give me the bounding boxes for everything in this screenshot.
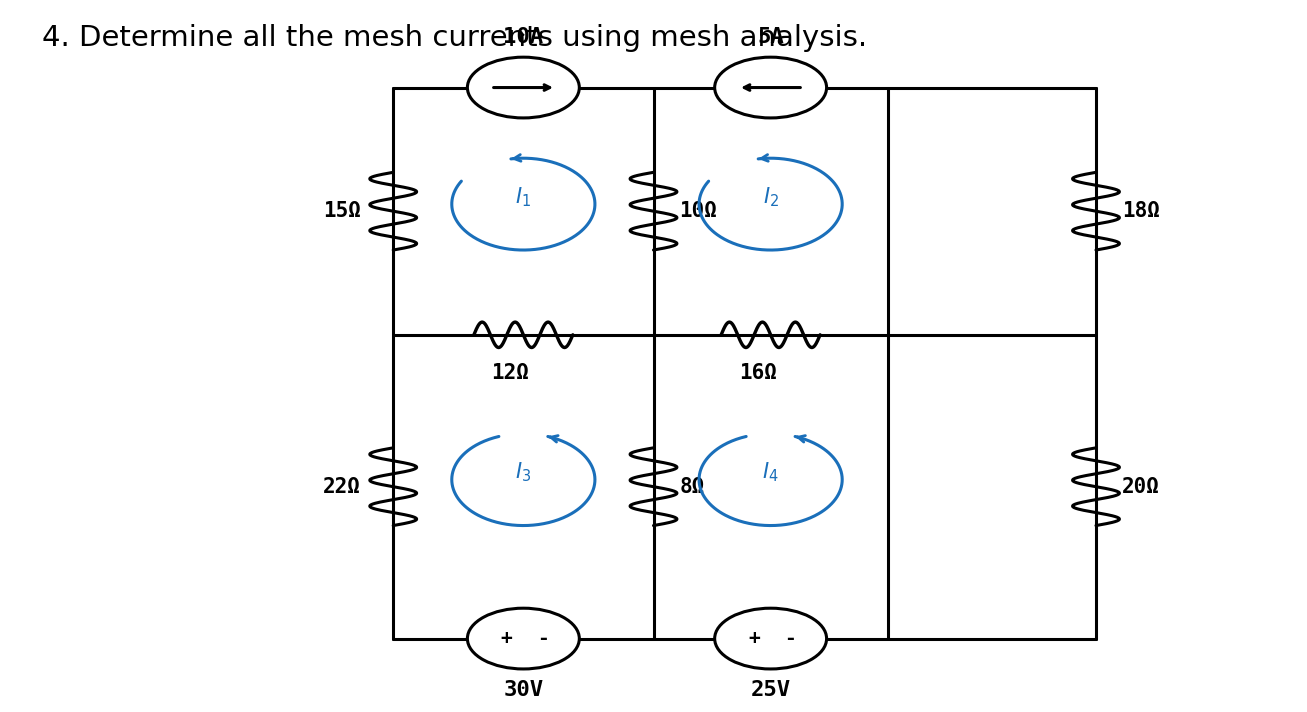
Text: -: - <box>784 629 796 648</box>
Text: 20Ω: 20Ω <box>1121 477 1159 497</box>
Text: 22Ω: 22Ω <box>323 477 361 497</box>
Circle shape <box>468 57 579 118</box>
Text: -: - <box>537 629 549 648</box>
Text: $\mathit{I}_{3}$: $\mathit{I}_{3}$ <box>515 461 532 484</box>
Text: 18Ω: 18Ω <box>1121 201 1159 221</box>
Text: 25V: 25V <box>750 679 791 700</box>
Text: 16Ω: 16Ω <box>738 363 776 383</box>
Text: 15Ω: 15Ω <box>323 201 361 221</box>
Text: $\mathit{I}_{2}$: $\mathit{I}_{2}$ <box>762 185 779 209</box>
Text: 12Ω: 12Ω <box>491 363 529 383</box>
Text: +: + <box>748 629 759 648</box>
Text: 8Ω: 8Ω <box>680 477 704 497</box>
Text: 10Ω: 10Ω <box>680 201 718 221</box>
Circle shape <box>715 608 826 669</box>
Text: $\mathit{I}_{4}$: $\mathit{I}_{4}$ <box>762 461 779 484</box>
Text: 10A: 10A <box>503 26 544 46</box>
Text: 5A: 5A <box>757 26 784 46</box>
Circle shape <box>468 608 579 669</box>
Text: $\mathit{I}_{1}$: $\mathit{I}_{1}$ <box>515 185 532 209</box>
Circle shape <box>715 57 826 118</box>
Text: 4. Determine all the mesh currents using mesh analysis.: 4. Determine all the mesh currents using… <box>42 24 867 52</box>
Text: 30V: 30V <box>503 679 544 700</box>
Text: +: + <box>501 629 512 648</box>
